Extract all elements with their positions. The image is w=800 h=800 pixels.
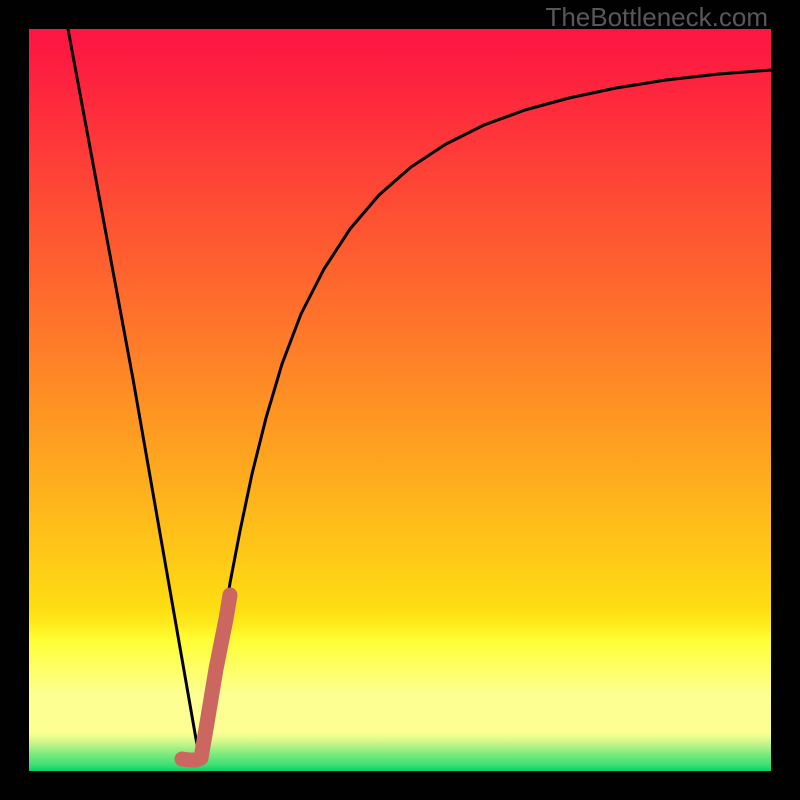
watermark-text: TheBottleneck.com xyxy=(545,2,768,33)
plot-area xyxy=(29,29,771,771)
chart-frame: TheBottleneck.com xyxy=(0,0,800,800)
gradient-background xyxy=(29,29,771,771)
chart-svg xyxy=(29,29,771,771)
